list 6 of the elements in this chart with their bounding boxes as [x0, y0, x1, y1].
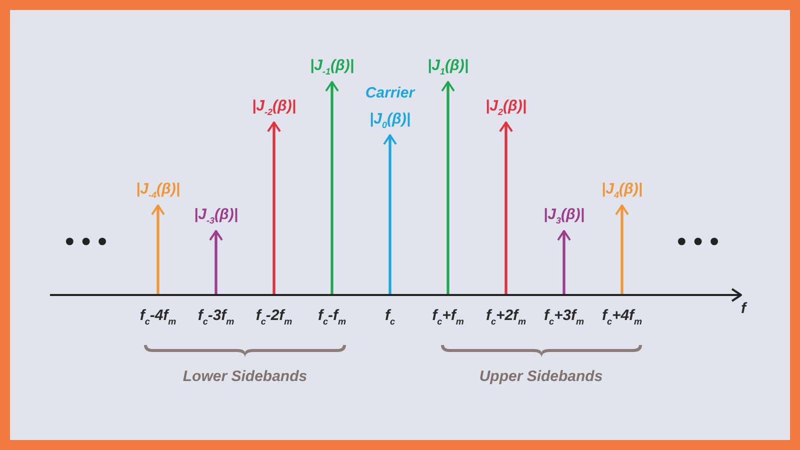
text: • • • — [65, 226, 107, 257]
text: Lower Sidebands — [182, 368, 308, 385]
text: Upper Sidebands — [479, 368, 603, 385]
text: f — [741, 300, 746, 317]
text: • • • — [677, 226, 719, 257]
annotation: Carrier — [365, 84, 416, 102]
